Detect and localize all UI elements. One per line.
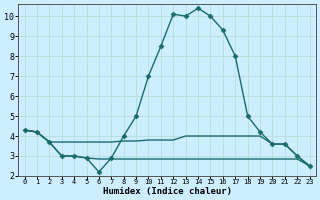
X-axis label: Humidex (Indice chaleur): Humidex (Indice chaleur)	[103, 187, 232, 196]
